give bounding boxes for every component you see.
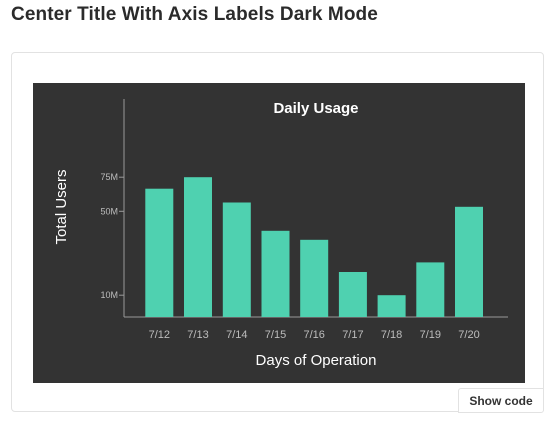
y-tick-label: 75M <box>100 172 118 182</box>
x-axis-label: Days of Operation <box>256 352 377 369</box>
chart-title: Daily Usage <box>273 100 358 117</box>
bar-7-19 <box>416 262 445 317</box>
x-tick-label: 7/15 <box>265 329 286 341</box>
chart-panel: Daily Usage Total Users Days of Operatio… <box>33 83 525 383</box>
x-tick-label: 7/14 <box>226 329 247 341</box>
bar-7-17 <box>338 272 367 317</box>
bar-7-14 <box>222 202 251 317</box>
y-tick-label: 10M <box>100 290 118 300</box>
x-tick-label: 7/19 <box>420 329 441 341</box>
x-tick-label: 7/13 <box>187 329 208 341</box>
bar-7-20 <box>455 206 483 317</box>
x-tick-label: 7/20 <box>458 329 479 341</box>
bar-7-12 <box>145 188 174 317</box>
x-tick-label: 7/12 <box>149 329 170 341</box>
show-code-button[interactable]: Show code <box>458 388 544 413</box>
bar-7-15 <box>261 230 290 317</box>
example-card: Daily Usage Total Users Days of Operatio… <box>11 52 544 413</box>
y-tick-label: 50M <box>100 206 118 216</box>
x-tick-label: 7/17 <box>342 329 363 341</box>
y-axis-label: Total Users <box>53 169 70 244</box>
bar-7-13 <box>184 177 212 317</box>
bar-7-18 <box>377 295 406 317</box>
page-title: Center Title With Axis Labels Dark Mode <box>11 4 378 25</box>
x-tick-label: 7/16 <box>303 329 324 341</box>
bar-7-16 <box>300 239 329 317</box>
x-tick-label: 7/18 <box>381 329 402 341</box>
bar-chart: Daily Usage Total Users Days of Operatio… <box>53 99 508 369</box>
